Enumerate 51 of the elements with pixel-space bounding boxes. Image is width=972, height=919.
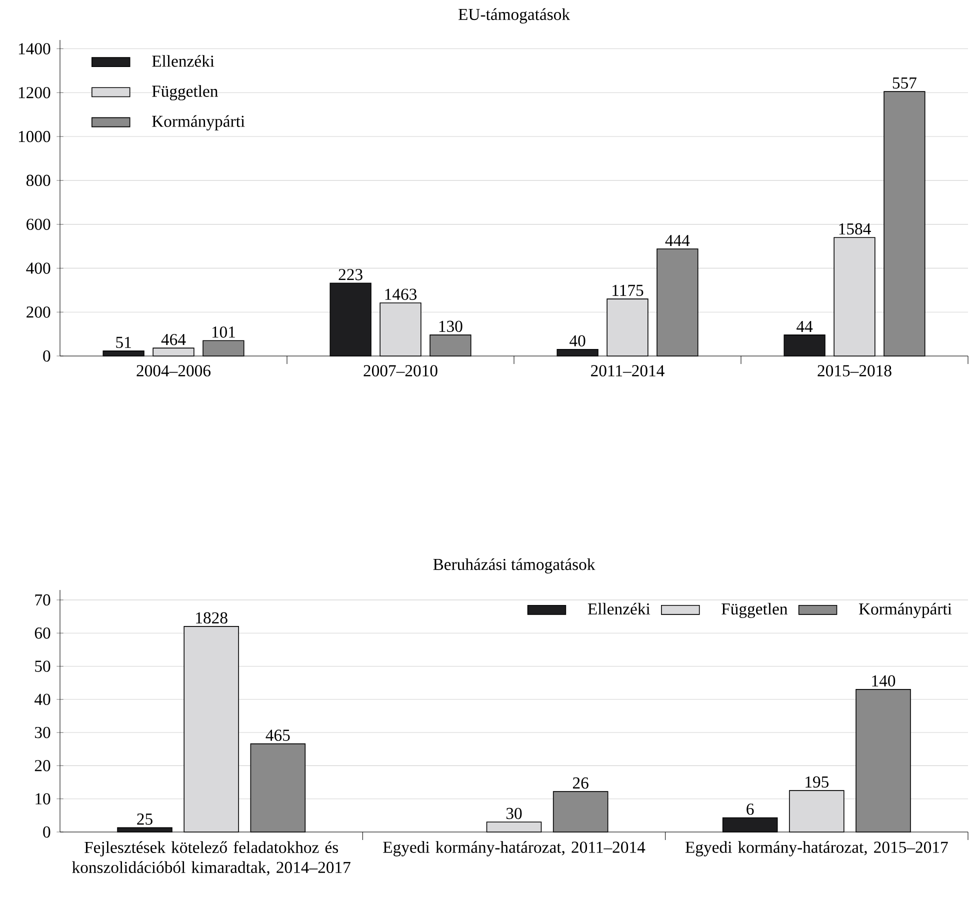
annotation: 51 [116,336,131,348]
y-tick-label: 400 [26,262,50,274]
annotation: 26 [572,777,588,789]
annotation: 1463 [385,288,417,300]
annotation: 44 [796,321,813,332]
y-tick-label: 40 [34,694,50,706]
annotation: 101 [212,326,235,338]
legend-label: Ellenzéki [588,602,650,615]
y-tick-label: 60 [34,627,50,639]
legend-label: Ellenzéki [152,55,214,67]
annotation: 40 [570,335,586,346]
annotation: 140 [872,675,896,687]
x-tick-label: 2004–2006 [136,365,211,376]
legend-label: Független [722,602,788,618]
annotation: 195 [806,776,829,788]
y-tick-label: 20 [34,760,50,772]
y-tick-label: 0 [43,826,50,838]
y-tick-label: 30 [34,726,50,738]
annotation: 130 [439,320,462,332]
annotation: 6 [746,804,754,815]
annotation: 30 [506,808,522,820]
annotation: 465 [266,730,290,741]
x-tick-label: 2007–2010 [364,365,438,376]
annotation: 464 [161,334,186,346]
annotation: 223 [338,268,362,280]
legend-label: Kormánypárti [858,602,952,618]
annotation: 25 [137,814,152,825]
y-tick-label: 0 [43,350,50,362]
y-tick-label: 1200 [18,87,50,98]
annotation: 557 [892,78,916,89]
annotation: 1828 [196,612,228,624]
x-tick-label: Egyedi kormány-határozat, 2011–2014 [383,841,646,856]
y-tick-label: 70 [35,594,50,606]
y-tick-label: 1000 [18,130,50,142]
y-tick-label: 600 [26,218,50,230]
x-tick-label: 2015–2018 [818,365,892,376]
chart-title: EU-támogatások [458,8,570,24]
y-tick-label: 50 [35,660,50,672]
chart-title: Beruházási támogatások [433,558,596,574]
annotation: 444 [665,234,690,246]
y-tick-label: 200 [26,306,50,318]
x-tick-label: Fejlesztések kötelező feladatokhoz és konszolidációból kimaradtak, 2014–2017 [72,841,350,876]
y-tick-label: 800 [26,174,50,186]
legend-label: Független [152,85,218,100]
y-tick-label: 1400 [18,43,50,54]
annotation: 1175 [612,284,644,296]
x-tick-label: Egyedi kormány-határozat, 2015–2017 [685,841,948,856]
x-tick-label: 2011–2014 [591,365,664,376]
y-tick-label: 10 [36,793,50,804]
legend-label: Kormánypárti [152,115,245,130]
annotation: 1584 [839,223,871,235]
